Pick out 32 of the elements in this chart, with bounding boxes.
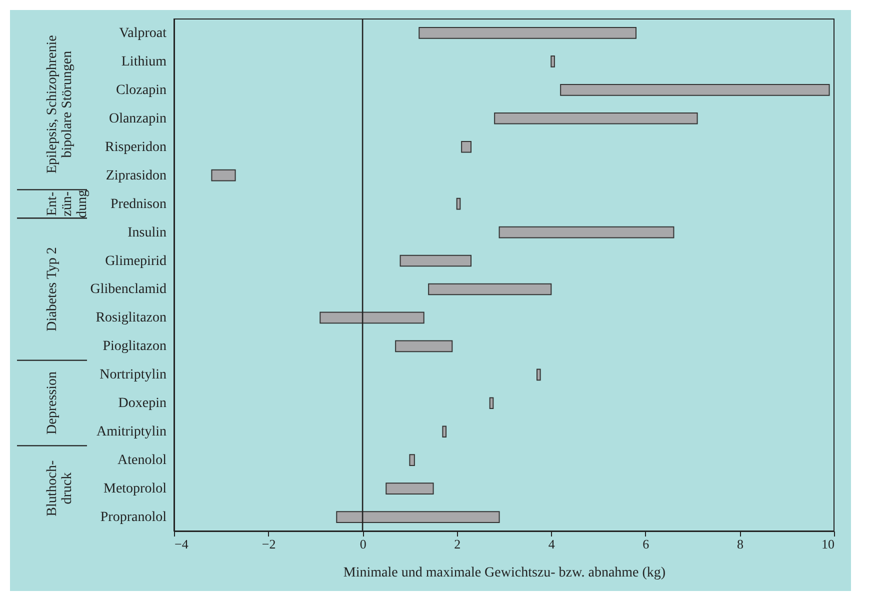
- y-tick-label: Ziprasidon: [106, 168, 166, 184]
- y-tick-label: Clozapin: [116, 82, 166, 98]
- y-tick-label: Glimepirid: [105, 254, 166, 269]
- y-tick-label: Rosiglitazon: [96, 310, 166, 326]
- y-tick-label: Atenolol: [118, 453, 167, 468]
- x-tick-label: −2: [262, 536, 276, 552]
- x-tick-label: 0: [360, 536, 366, 552]
- text: Ent- zün- dung: [45, 190, 90, 218]
- y-tick-label: Doxepin: [118, 396, 166, 412]
- y-tick-label: Glibenclamid: [90, 282, 166, 298]
- x-tick-label: −4: [174, 536, 189, 552]
- y-tick-label: Valproat: [119, 26, 167, 41]
- y-tick-label: Risperidon: [105, 140, 166, 155]
- x-tick-label: 6: [642, 536, 650, 552]
- y-tick-label: Nortriptylin: [100, 368, 166, 383]
- y-tick-label: Amitriptylin: [96, 424, 166, 440]
- x-tick-label: 10: [822, 536, 834, 552]
- text: Diabetes Typ 2: [45, 247, 60, 332]
- y-tick-label: Olanzapin: [108, 111, 166, 126]
- x-axis-title: Minimale und maximale Gewichtszu- bzw. abnahme (kg): [343, 566, 666, 580]
- y-tick-label: Propranolol: [100, 510, 167, 526]
- y-tick-label: Metoprolol: [104, 482, 167, 497]
- y-tick-label: Lithium: [121, 54, 167, 70]
- text: Depression: [45, 372, 60, 434]
- text: Epilepsis, Schizophrenie bipolare Störungen: [45, 35, 75, 174]
- x-tick-label: 8: [736, 536, 744, 552]
- y-tick-label: Prednison: [110, 196, 166, 212]
- y-tick-label: Insulin: [128, 225, 166, 240]
- text: Bluthoch- druck: [45, 460, 75, 516]
- y-tick-label: Pioglitazon: [102, 339, 166, 354]
- x-tick-label: 4: [548, 536, 556, 552]
- x-tick-label: 2: [454, 536, 461, 552]
